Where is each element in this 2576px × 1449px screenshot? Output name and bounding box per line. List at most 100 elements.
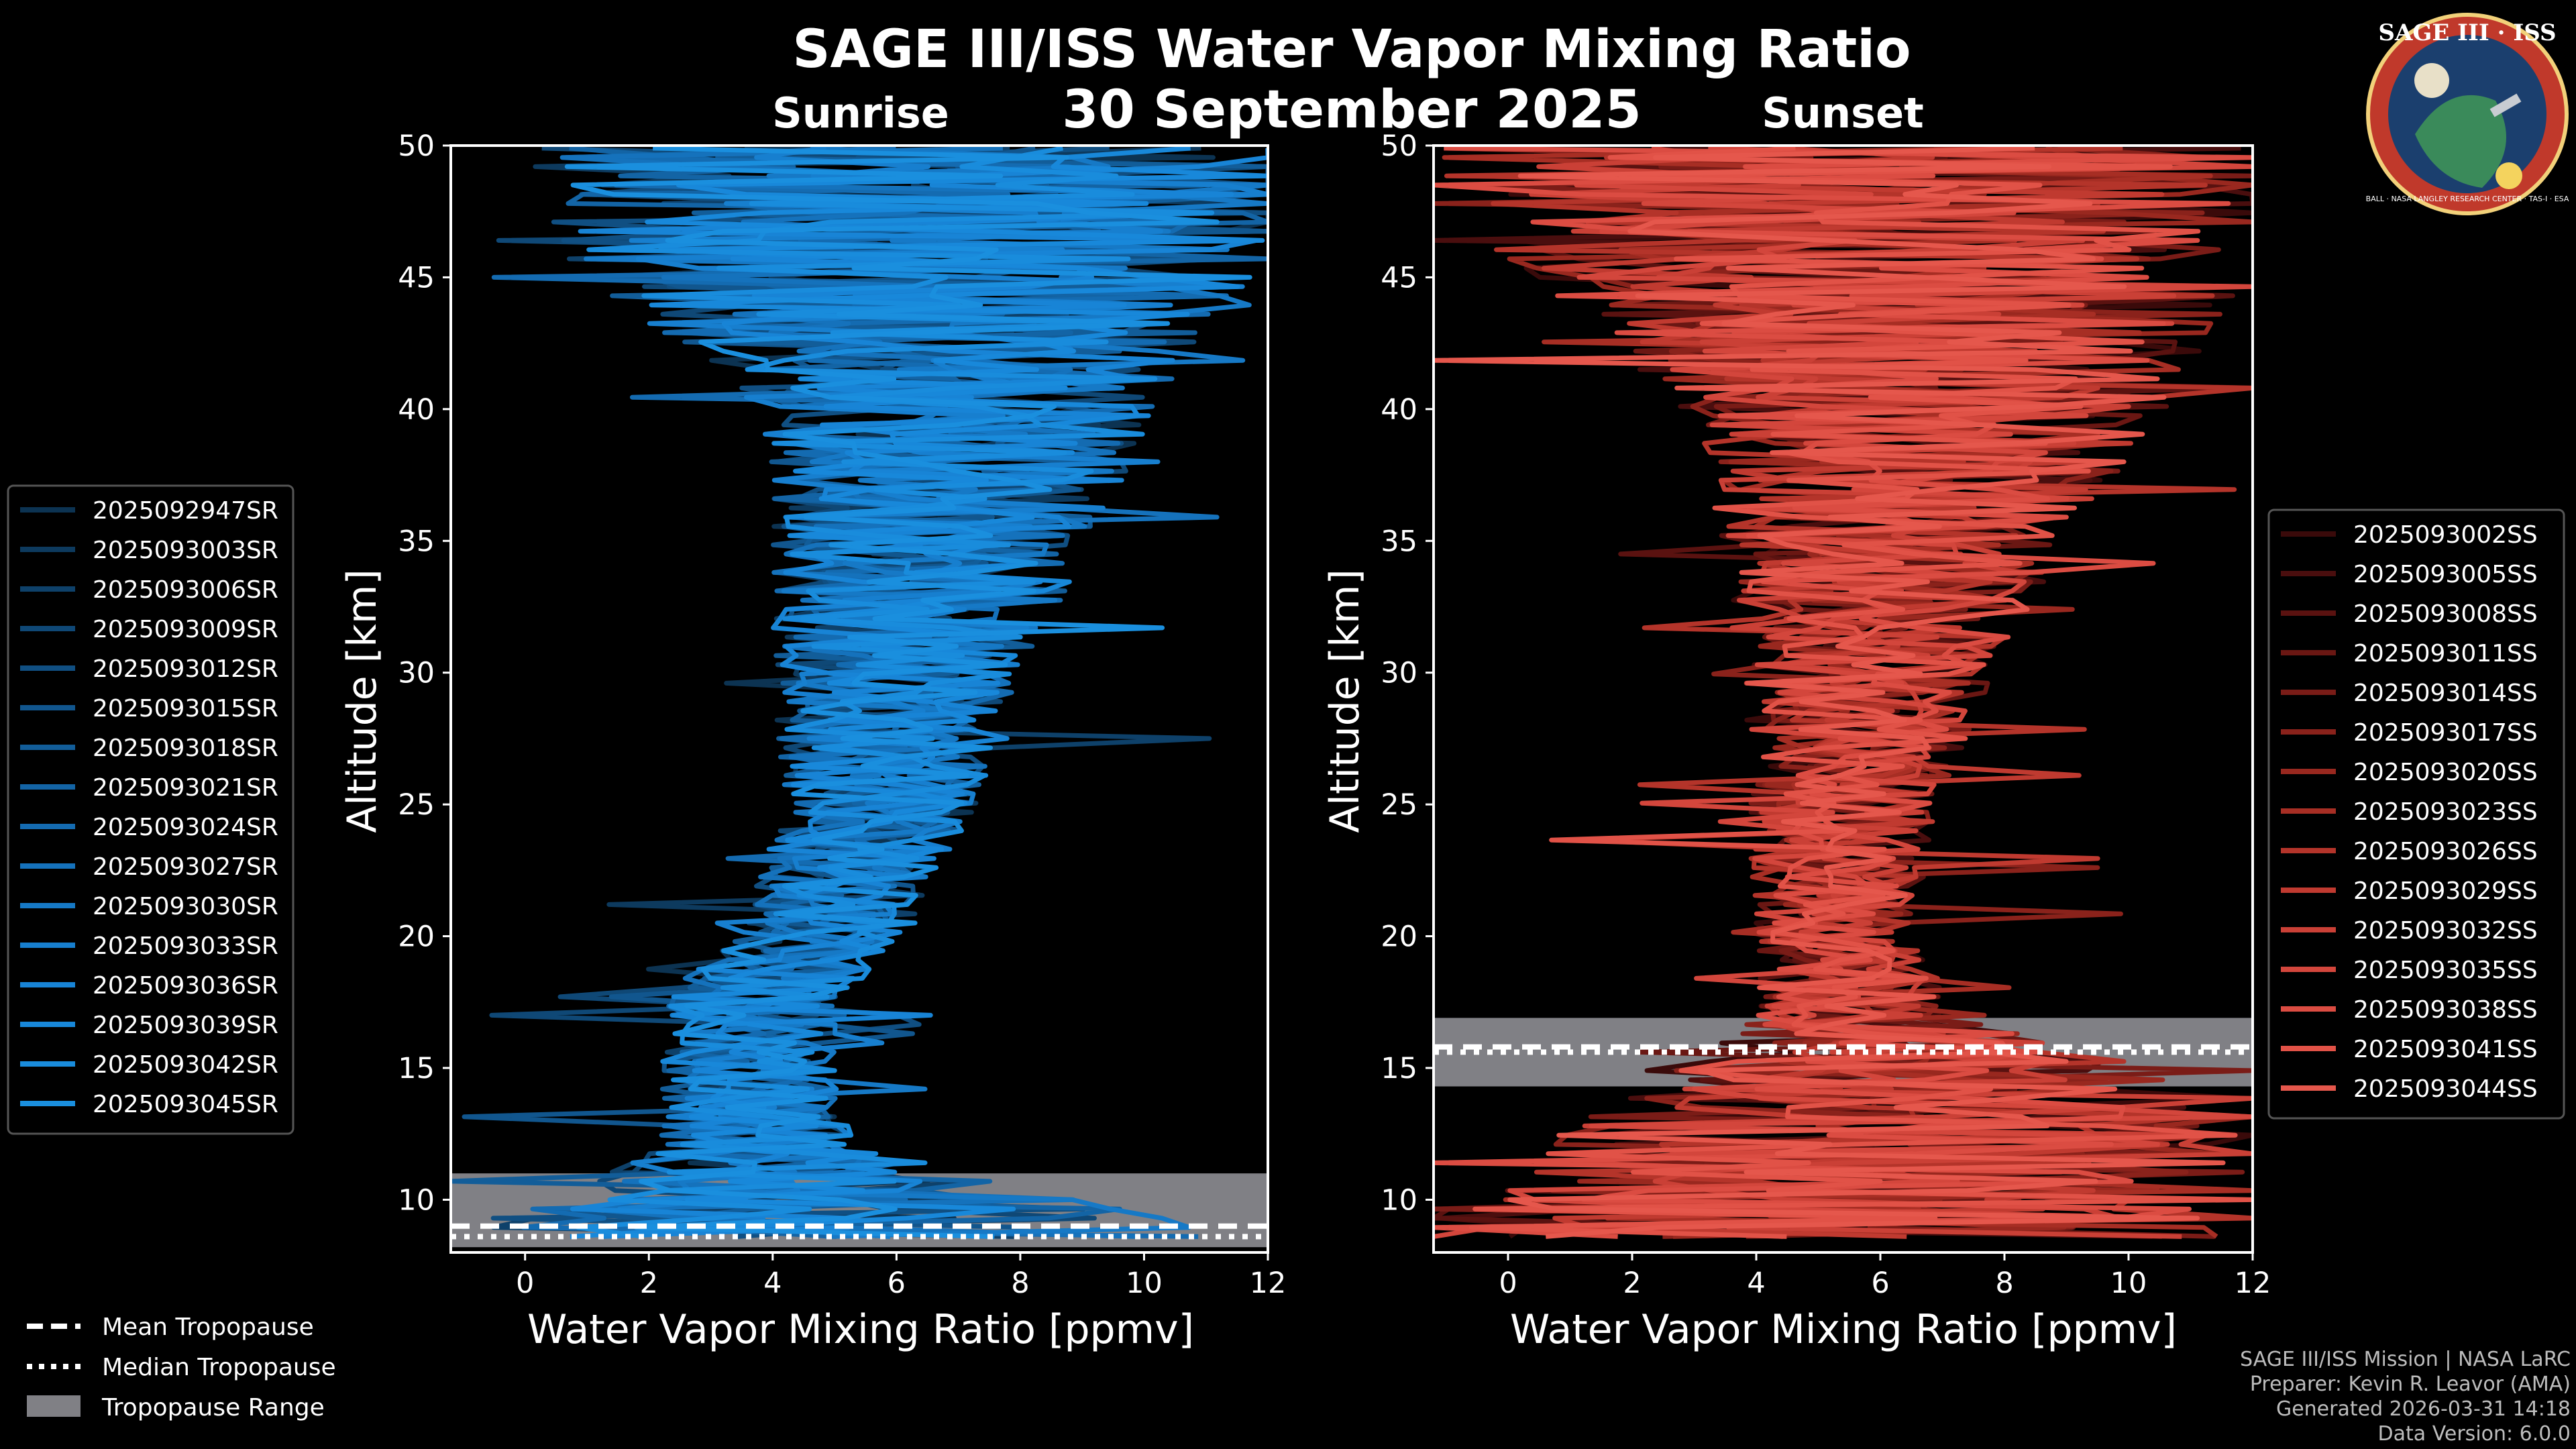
sunset-plot-frame	[1432, 144, 2254, 1254]
tropopause-legend: Mean Tropopause Median Tropopause Tropop…	[27, 1313, 336, 1421]
sunset-panel: 0 2 4 6 8 10 12 10 15 20 25 30 35 40 45 50 Altitude [k…	[1322, 129, 2271, 1353]
legend-label-2025093041SS: 2025093041SS	[2353, 1036, 2538, 1063]
y-tick-label: 15	[398, 1052, 435, 1085]
y-tick-label: 45	[1381, 261, 1417, 294]
y-tick-label: 40	[398, 393, 435, 427]
y-tick-label: 35	[1381, 525, 1417, 558]
legend-label-2025093024SR: 2025093024SR	[93, 814, 278, 841]
legend-label-2025093002SS: 2025093002SS	[2353, 521, 2538, 549]
legend-label-2025093006SR: 2025093006SR	[93, 576, 278, 604]
y-tick-label: 40	[1381, 393, 1417, 427]
credit-preparer: Preparer: Kevin R. Leavor (AMA)	[2250, 1373, 2571, 1396]
legend-label-2025093045SR: 2025093045SR	[93, 1091, 278, 1118]
sunset-x-ticks: 0 2 4 6 8 10 12	[1499, 1252, 2271, 1300]
median-tropopause-legend-label: Median Tropopause	[102, 1354, 336, 1381]
sunrise-legend: 2025092947SR 2025093003SR 2025093006SR 2025…	[7, 484, 294, 1135]
x-tick-label: 8	[1995, 1267, 2013, 1300]
legend-label-2025093026SS: 2025093026SS	[2353, 838, 2538, 865]
x-tick-label: 4	[763, 1267, 782, 1300]
figure-title: SAGE III/ISS Water Vapor Mixing Ratio	[792, 19, 1911, 80]
x-tick-label: 2	[640, 1267, 658, 1300]
legend-label-2025093032SS: 2025093032SS	[2353, 917, 2538, 945]
x-tick-label: 10	[1126, 1267, 1163, 1300]
credit-mission: SAGE III/ISS Mission | NASA LaRC	[2240, 1348, 2571, 1371]
legend-label-2025093014SS: 2025093014SS	[2353, 680, 2538, 707]
legend-label-2025093015SR: 2025093015SR	[93, 695, 278, 722]
legend-label-2025093033SR: 2025093033SR	[93, 932, 278, 960]
legend-label-2025093020SS: 2025093020SS	[2353, 759, 2538, 786]
sunset-profiles	[1434, 146, 2253, 1239]
logo-text: SAGE III · ISS	[2378, 19, 2556, 46]
legend-label-2025093012SR: 2025093012SR	[93, 655, 278, 683]
legend-label-2025093035SS: 2025093035SS	[2353, 957, 2538, 984]
x-tick-label: 12	[1250, 1267, 1287, 1300]
logo-sun-shape	[2496, 162, 2522, 189]
legend-label-2025093036SR: 2025093036SR	[93, 972, 278, 1000]
y-tick-label: 20	[1381, 920, 1417, 954]
logo-iss-shape	[2489, 93, 2522, 117]
tropopause-range-legend-label: Tropopause Range	[101, 1394, 325, 1421]
sunrise-ylabel: Altitude [km]	[339, 569, 386, 833]
y-tick-label: 30	[398, 657, 435, 690]
credit-data-version: Data Version: 6.0.0	[2378, 1422, 2571, 1446]
sunset-panel-title: Sunset	[1762, 89, 1924, 138]
legend-label-2025093039SR: 2025093039SR	[93, 1012, 278, 1039]
legend-label-2025093027SR: 2025093027SR	[93, 853, 278, 881]
legend-label-2025093038SS: 2025093038SS	[2353, 996, 2538, 1024]
legend-label-2025093017SS: 2025093017SS	[2353, 719, 2538, 747]
x-tick-label: 8	[1011, 1267, 1029, 1300]
sunset-tropopause-lines	[1434, 1044, 2253, 1055]
profile-line-2025093039SR	[570, 146, 1268, 1239]
profile-line-2025093044SS	[1434, 146, 2226, 1239]
profile-line-2025093042SR	[576, 146, 1215, 1239]
legend-label-2025093009SR: 2025093009SR	[93, 616, 278, 643]
x-tick-label: 12	[2235, 1267, 2271, 1300]
y-tick-label: 10	[1381, 1183, 1417, 1217]
x-tick-label: 6	[1871, 1267, 1889, 1300]
legend-label-2025093030SR: 2025093030SR	[93, 893, 278, 920]
x-tick-label: 4	[1747, 1267, 1765, 1300]
x-tick-label: 2	[1623, 1267, 1641, 1300]
sunset-legend: 2025093002SS 2025093005SS 2025093008SS 2025…	[2267, 508, 2565, 1120]
sage-logo: SAGE III · ISS BALL · NASA LANGLEY RESEA…	[2366, 13, 2569, 215]
mean-tropopause-legend-label: Mean Tropopause	[102, 1313, 314, 1341]
y-tick-label: 25	[398, 788, 435, 822]
sunset-xlabel: Water Vapor Mixing Ratio [ppmv]	[1510, 1306, 2177, 1353]
y-tick-label: 50	[1381, 129, 1417, 163]
y-tick-label: 45	[398, 261, 435, 294]
legend-label-2025093003SR: 2025093003SR	[93, 537, 278, 564]
y-tick-label: 25	[1381, 788, 1417, 822]
legend-label-2025092947SR: 2025092947SR	[93, 497, 278, 525]
sunrise-y-ticks: 10 15 20 25 30 35 40 45 50	[398, 129, 451, 1217]
sunrise-plot-frame	[449, 144, 1269, 1254]
legend-label-2025093021SR: 2025093021SR	[93, 774, 278, 802]
profile-line-2025093036SR	[570, 148, 1268, 1239]
logo-earth-shape	[2415, 95, 2506, 188]
y-tick-label: 10	[398, 1183, 435, 1217]
sunset-ylabel: Altitude [km]	[1322, 569, 1368, 833]
sunset-y-ticks: 10 15 20 25 30 35 40 45 50	[1381, 129, 1434, 1217]
y-tick-label: 30	[1381, 657, 1417, 690]
logo-moon-shape	[2414, 63, 2449, 98]
figure-date: 30 September 2025	[1062, 80, 1642, 140]
credits: SAGE III/ISS Mission | NASA LaRC Prepare…	[2240, 1348, 2571, 1446]
sunrise-x-ticks: 0 2 4 6 8 10 12	[516, 1252, 1286, 1300]
x-tick-label: 10	[2110, 1267, 2147, 1300]
sunrise-tropopause-lines	[451, 1223, 1268, 1240]
sunrise-profiles	[451, 146, 1268, 1239]
legend-label-2025093023SS: 2025093023SS	[2353, 798, 2538, 826]
sunrise-panel-title: Sunrise	[772, 89, 949, 138]
logo-subtext: BALL · NASA LANGLEY RESEARCH CENTER · TA…	[2366, 195, 2569, 203]
x-tick-label: 6	[888, 1267, 906, 1300]
legend-label-2025093005SS: 2025093005SS	[2353, 561, 2538, 588]
legend-label-2025093042SR: 2025093042SR	[93, 1051, 278, 1079]
tropopause-range-legend-swatch	[27, 1395, 80, 1417]
legend-label-2025093008SS: 2025093008SS	[2353, 600, 2538, 628]
legend-label-2025093044SS: 2025093044SS	[2353, 1075, 2538, 1103]
y-tick-label: 35	[398, 525, 435, 558]
legend-box	[2267, 508, 2565, 1120]
y-tick-label: 20	[398, 920, 435, 954]
x-tick-label: 0	[1499, 1267, 1517, 1300]
x-tick-label: 0	[516, 1267, 534, 1300]
